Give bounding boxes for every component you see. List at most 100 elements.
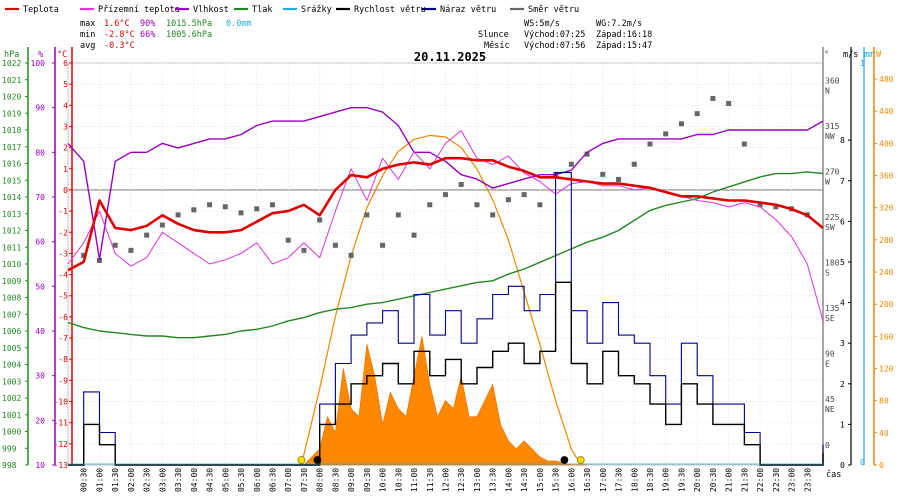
temperature-line — [67, 156, 824, 272]
stats-max-rain: 0.0mm — [226, 19, 252, 29]
legend-label-vlhkost: Vlhkost — [193, 5, 229, 15]
tick-label-pct: 20 — [35, 416, 45, 425]
tick-label-hpa: 999 — [2, 444, 17, 453]
x-tick-label: 09:30 — [363, 468, 372, 492]
tick-label-ms: 4 — [840, 299, 845, 308]
x-tick-label: 14:00 — [504, 468, 513, 492]
tick-label-hpa: 1001 — [2, 411, 21, 420]
tick-label-dir-compass: NE — [825, 405, 835, 414]
tick-label-temp: 3 — [63, 122, 68, 131]
tick-label-wm2: 120 — [879, 365, 894, 374]
tick-label-wm2: 160 — [879, 332, 894, 341]
wind-direction-point — [112, 242, 118, 248]
stats-min-hum: 66% — [140, 30, 155, 40]
moonset-marker — [560, 456, 569, 464]
tick-label-temp: 6 — [63, 59, 68, 68]
tick-label-temp: -12 — [54, 440, 69, 449]
wind-direction-point — [710, 95, 716, 101]
tick-label-temp: -13 — [54, 461, 69, 470]
tick-label-hpa: 1004 — [2, 361, 21, 370]
moon-set: Západ:15:47 — [596, 41, 652, 51]
tick-label-wm2: 360 — [879, 172, 894, 181]
tick-label-wm2: 280 — [879, 236, 894, 245]
legend-label-smer: Směr větru — [528, 5, 579, 15]
sun-set: Západ:16:18 — [596, 30, 652, 40]
tick-label-temp: -1 — [58, 207, 68, 216]
tick-label-pct: 80 — [35, 148, 45, 157]
x-tick-label: 21:00 — [725, 468, 734, 492]
wind-direction-point — [568, 161, 574, 167]
x-tick-label: 19:30 — [677, 468, 686, 492]
tick-label-temp: -6 — [58, 313, 68, 322]
x-tick-label: 05:30 — [237, 468, 246, 492]
x-tick-label: 10:30 — [394, 468, 403, 492]
tick-label-pct: 50 — [35, 282, 45, 291]
tick-label-wm2: 480 — [879, 75, 894, 84]
tick-label-temp: 0 — [63, 186, 68, 195]
wind-direction-point — [443, 192, 448, 198]
stats-min-press: 1005.6hPa — [166, 30, 212, 40]
wind-direction-point — [81, 252, 87, 258]
x-tick-label: 12:30 — [457, 468, 466, 492]
tick-label-wm2: 320 — [879, 204, 894, 213]
legend-label-naraz: Náraz větru — [440, 5, 496, 15]
tick-label-pct: 40 — [35, 327, 45, 336]
tick-label-dir: 315 — [825, 122, 840, 131]
wind-direction-point — [647, 141, 653, 147]
wind-direction-point — [757, 202, 763, 208]
chart-title: 20.11.2025 — [414, 50, 486, 64]
wind-direction-point — [395, 212, 401, 218]
x-tick-label: 05:00 — [221, 468, 230, 492]
wind-direction-point — [458, 182, 464, 188]
axis-label-hpa: hPa — [4, 50, 19, 60]
tick-label-temp: -5 — [58, 292, 68, 301]
tick-label-pct: 60 — [35, 238, 45, 247]
wind-direction-point — [600, 171, 606, 177]
wind-direction-point — [411, 232, 417, 238]
wind-direction-point — [285, 237, 291, 243]
tick-label-dir: 270 — [825, 167, 840, 176]
x-tick-label: 23:30 — [803, 468, 812, 492]
tick-label-temp: 4 — [63, 101, 68, 110]
tick-label-temp: -3 — [58, 249, 68, 258]
wind-direction-point — [144, 232, 150, 238]
legend: Teplota Přízemní teplota Vlhkost Tlak Srážky… — [5, 5, 579, 15]
tick-label-dir: 45 — [825, 395, 835, 404]
moonrise-marker — [313, 456, 322, 464]
x-tick-label: 08:00 — [316, 468, 325, 492]
legend-label-teplota: Teplota — [23, 5, 59, 15]
legend-label-tlak: Tlak — [252, 5, 272, 15]
tick-label-pct: 90 — [35, 104, 45, 113]
wind-direction-point — [663, 131, 669, 137]
tick-label-hpa: 1015 — [2, 176, 21, 185]
wind-direction-point — [254, 206, 260, 212]
x-tick-label: 00:30 — [80, 468, 89, 492]
tick-label-wm2: 440 — [879, 107, 894, 116]
x-tick-label: 03:30 — [174, 468, 183, 492]
tick-label-hpa: 1019 — [2, 109, 21, 118]
tick-label-hpa: 1014 — [2, 193, 21, 202]
wind-direction-point — [537, 202, 543, 208]
stats-panel: max 1.6°C 90% 1015.5hPa 0.0mm min -2.8°C… — [80, 19, 252, 51]
x-tick-label: 18:30 — [646, 468, 655, 492]
wind-direction-point — [631, 161, 637, 167]
wind-direction-point — [238, 210, 244, 216]
wind-speed-line — [68, 281, 824, 466]
tick-label-wm2: 0 — [879, 461, 884, 470]
wind-direction-point — [207, 202, 213, 208]
tick-label-dir-compass: E — [825, 360, 830, 369]
wind-direction-point — [505, 197, 511, 203]
wind-direction-point — [521, 192, 527, 198]
x-axis-label: čas — [826, 469, 841, 480]
x-tick-label: 11:00 — [410, 468, 419, 492]
x-tick-label: 02:00 — [127, 468, 136, 492]
wind-direction-point — [301, 247, 307, 253]
x-tick-label: 04:00 — [190, 468, 199, 492]
tick-label-hpa: 1010 — [2, 260, 21, 269]
tick-label-ms: 7 — [840, 177, 845, 186]
tick-label-hpa: 1007 — [2, 310, 21, 319]
tick-label-hpa: 1017 — [2, 143, 21, 152]
tick-label-hpa: 1009 — [2, 277, 21, 286]
wind-direction-point — [616, 176, 622, 182]
